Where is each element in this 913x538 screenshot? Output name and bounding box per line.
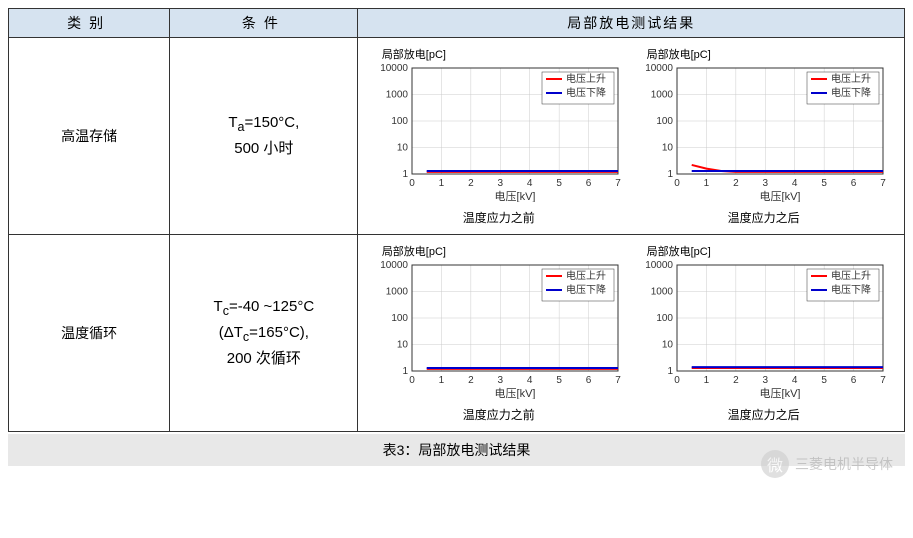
svg-text:6: 6 (586, 375, 592, 386)
svg-text:10: 10 (397, 143, 409, 154)
svg-text:0: 0 (409, 375, 415, 386)
svg-text:100: 100 (391, 116, 408, 127)
condition-cell: Tc=-40 ~125°C(ΔTc=165°C),200 次循环 (170, 235, 358, 432)
svg-text:电压上升: 电压上升 (831, 269, 871, 282)
chart-ylabel: 局部放电[pC] (647, 46, 711, 62)
svg-text:5: 5 (556, 178, 562, 189)
svg-text:电压[kV]: 电压[kV] (759, 190, 800, 202)
header-results: 局部放电测试结果 (358, 9, 905, 38)
svg-text:3: 3 (762, 375, 768, 386)
category-cell: 高温存储 (9, 38, 170, 235)
svg-text:电压下降: 电压下降 (566, 86, 606, 99)
svg-text:1: 1 (438, 375, 444, 386)
svg-text:5: 5 (821, 178, 827, 189)
svg-text:10000: 10000 (380, 63, 408, 74)
svg-text:电压上升: 电压上升 (566, 269, 606, 282)
svg-text:1: 1 (438, 178, 444, 189)
svg-text:1: 1 (703, 178, 709, 189)
svg-text:7: 7 (615, 178, 621, 189)
watermark-text: 三菱电机半导体 (795, 454, 893, 474)
svg-text:1000: 1000 (386, 287, 409, 298)
chart-svg: 11010010001000001234567电压[kV]电压上升电压下降 (639, 62, 889, 205)
chart-panel: 局部放电[pC]11010010001000001234567电压[kV]电压上… (639, 243, 889, 423)
svg-text:3: 3 (497, 178, 503, 189)
svg-text:4: 4 (527, 178, 533, 189)
svg-text:4: 4 (527, 375, 533, 386)
svg-text:电压上升: 电压上升 (831, 72, 871, 85)
svg-text:10000: 10000 (645, 63, 673, 74)
svg-text:10: 10 (397, 340, 409, 351)
svg-text:1: 1 (667, 366, 673, 377)
svg-text:电压[kV]: 电压[kV] (494, 190, 535, 202)
chart-svg: 11010010001000001234567电压[kV]电压上升电压下降 (374, 62, 624, 205)
results-cell: 局部放电[pC]11010010001000001234567电压[kV]电压上… (358, 235, 905, 432)
svg-text:2: 2 (733, 375, 739, 386)
svg-text:3: 3 (762, 178, 768, 189)
svg-text:电压[kV]: 电压[kV] (494, 387, 535, 399)
wechat-icon: 微 (761, 450, 789, 478)
svg-text:10: 10 (661, 340, 673, 351)
svg-text:电压[kV]: 电压[kV] (759, 387, 800, 399)
chart-panel: 局部放电[pC]11010010001000001234567电压[kV]电压上… (639, 46, 889, 226)
category-cell: 温度循环 (9, 235, 170, 432)
chart-panel: 局部放电[pC]11010010001000001234567电压[kV]电压上… (374, 46, 624, 226)
header-category: 类别 (9, 9, 170, 38)
svg-text:2: 2 (468, 375, 474, 386)
results-table: 类别 条件 局部放电测试结果 高温存储Ta=150°C,500 小时局部放电[p… (8, 8, 905, 432)
svg-text:10: 10 (661, 143, 673, 154)
chart-subtitle: 温度应力之后 (728, 209, 800, 226)
svg-text:1: 1 (402, 169, 408, 180)
svg-text:电压下降: 电压下降 (831, 86, 871, 99)
chart-svg: 11010010001000001234567电压[kV]电压上升电压下降 (639, 259, 889, 402)
svg-text:1000: 1000 (386, 90, 409, 101)
svg-text:7: 7 (615, 375, 621, 386)
svg-text:100: 100 (391, 313, 408, 324)
svg-text:3: 3 (497, 375, 503, 386)
svg-text:6: 6 (586, 178, 592, 189)
svg-text:4: 4 (792, 178, 798, 189)
svg-text:5: 5 (821, 375, 827, 386)
svg-text:7: 7 (880, 178, 886, 189)
watermark: 微 三菱电机半导体 (761, 450, 893, 478)
chart-subtitle: 温度应力之前 (463, 209, 535, 226)
svg-text:100: 100 (656, 313, 673, 324)
chart-subtitle: 温度应力之前 (463, 406, 535, 423)
svg-text:1000: 1000 (650, 90, 673, 101)
chart-panel: 局部放电[pC]11010010001000001234567电压[kV]电压上… (374, 243, 624, 423)
chart-subtitle: 温度应力之后 (728, 406, 800, 423)
svg-text:0: 0 (674, 375, 680, 386)
svg-text:电压下降: 电压下降 (566, 283, 606, 296)
svg-text:电压下降: 电压下降 (831, 283, 871, 296)
svg-text:10000: 10000 (380, 260, 408, 271)
svg-text:6: 6 (850, 178, 856, 189)
chart-ylabel: 局部放电[pC] (382, 243, 446, 259)
svg-text:10000: 10000 (645, 260, 673, 271)
chart-svg: 11010010001000001234567电压[kV]电压上升电压下降 (374, 259, 624, 402)
svg-text:1: 1 (703, 375, 709, 386)
svg-text:2: 2 (468, 178, 474, 189)
condition-cell: Ta=150°C,500 小时 (170, 38, 358, 235)
svg-text:1: 1 (667, 169, 673, 180)
svg-text:5: 5 (556, 375, 562, 386)
svg-text:4: 4 (792, 375, 798, 386)
header-condition: 条件 (170, 9, 358, 38)
svg-text:1000: 1000 (650, 287, 673, 298)
results-cell: 局部放电[pC]11010010001000001234567电压[kV]电压上… (358, 38, 905, 235)
svg-text:2: 2 (733, 178, 739, 189)
svg-text:100: 100 (656, 116, 673, 127)
chart-ylabel: 局部放电[pC] (647, 243, 711, 259)
svg-text:电压上升: 电压上升 (566, 72, 606, 85)
svg-text:0: 0 (674, 178, 680, 189)
chart-ylabel: 局部放电[pC] (382, 46, 446, 62)
svg-text:6: 6 (850, 375, 856, 386)
svg-text:7: 7 (880, 375, 886, 386)
svg-text:1: 1 (402, 366, 408, 377)
svg-text:0: 0 (409, 178, 415, 189)
